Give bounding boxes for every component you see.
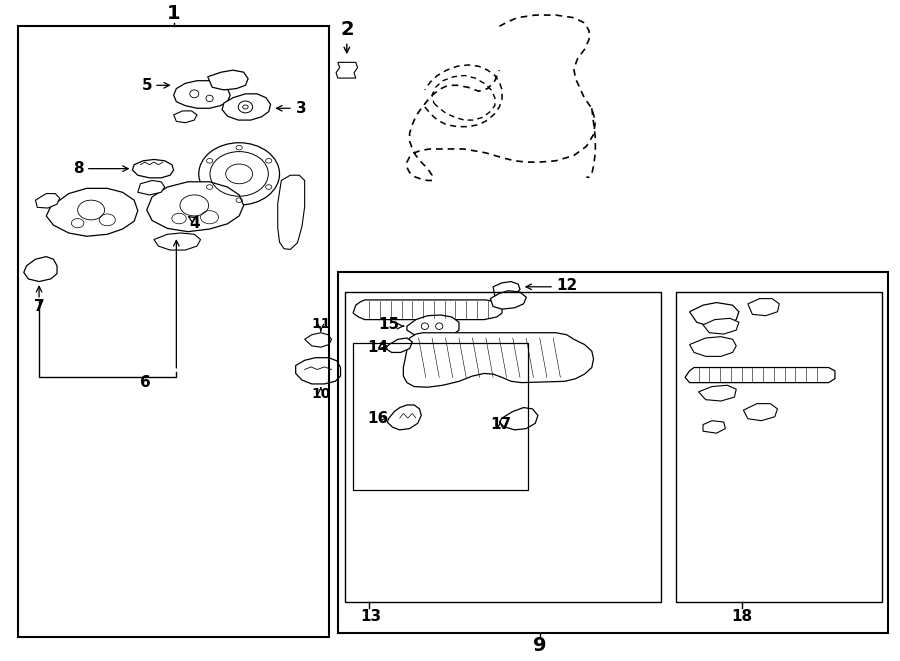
- Polygon shape: [703, 319, 739, 334]
- Polygon shape: [491, 291, 526, 309]
- Polygon shape: [35, 194, 59, 208]
- Polygon shape: [387, 405, 421, 430]
- Polygon shape: [748, 299, 779, 316]
- Bar: [345, 292, 661, 602]
- Polygon shape: [174, 81, 230, 108]
- Bar: [17, 26, 328, 637]
- Polygon shape: [174, 111, 197, 123]
- Polygon shape: [403, 332, 594, 387]
- Polygon shape: [132, 159, 174, 178]
- Polygon shape: [689, 303, 739, 326]
- Text: 8: 8: [73, 161, 84, 176]
- Text: 9: 9: [533, 636, 546, 654]
- Text: 2: 2: [340, 20, 354, 39]
- Text: 7: 7: [34, 299, 44, 314]
- Polygon shape: [336, 62, 357, 78]
- Polygon shape: [698, 385, 736, 401]
- Bar: [353, 342, 528, 490]
- Polygon shape: [147, 182, 244, 231]
- Polygon shape: [154, 233, 201, 250]
- Bar: [676, 292, 883, 602]
- Text: 15: 15: [378, 317, 400, 332]
- Polygon shape: [500, 408, 538, 430]
- Text: 6: 6: [140, 375, 150, 390]
- Polygon shape: [23, 256, 57, 282]
- Text: 1: 1: [166, 3, 181, 22]
- Polygon shape: [304, 332, 331, 347]
- Ellipse shape: [199, 143, 280, 205]
- Polygon shape: [385, 338, 412, 352]
- Polygon shape: [46, 188, 138, 236]
- Polygon shape: [208, 70, 248, 90]
- Polygon shape: [353, 300, 502, 320]
- Polygon shape: [685, 368, 835, 383]
- Polygon shape: [743, 404, 778, 420]
- Polygon shape: [278, 175, 304, 249]
- Text: 11: 11: [311, 317, 330, 330]
- Text: 5: 5: [141, 78, 152, 93]
- Text: 12: 12: [556, 278, 577, 293]
- Polygon shape: [296, 358, 340, 384]
- Text: 14: 14: [367, 340, 389, 355]
- Polygon shape: [138, 180, 165, 195]
- Text: 16: 16: [367, 410, 389, 426]
- Polygon shape: [407, 315, 459, 338]
- Text: 10: 10: [311, 387, 330, 401]
- Bar: [338, 272, 887, 633]
- Polygon shape: [689, 336, 736, 356]
- Text: 3: 3: [296, 100, 306, 116]
- Polygon shape: [493, 282, 520, 297]
- Text: 17: 17: [491, 417, 511, 432]
- Polygon shape: [703, 420, 725, 433]
- Text: 4: 4: [190, 215, 201, 231]
- Polygon shape: [222, 94, 271, 120]
- Text: 18: 18: [731, 609, 752, 625]
- Text: 13: 13: [360, 609, 382, 625]
